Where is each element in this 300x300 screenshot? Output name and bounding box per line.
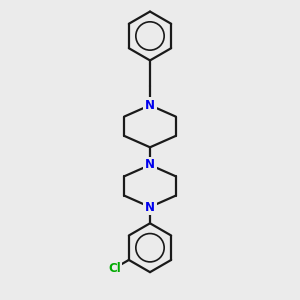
- Text: N: N: [145, 158, 155, 171]
- Text: N: N: [145, 99, 155, 112]
- Text: N: N: [145, 200, 155, 214]
- Text: Cl: Cl: [108, 262, 121, 275]
